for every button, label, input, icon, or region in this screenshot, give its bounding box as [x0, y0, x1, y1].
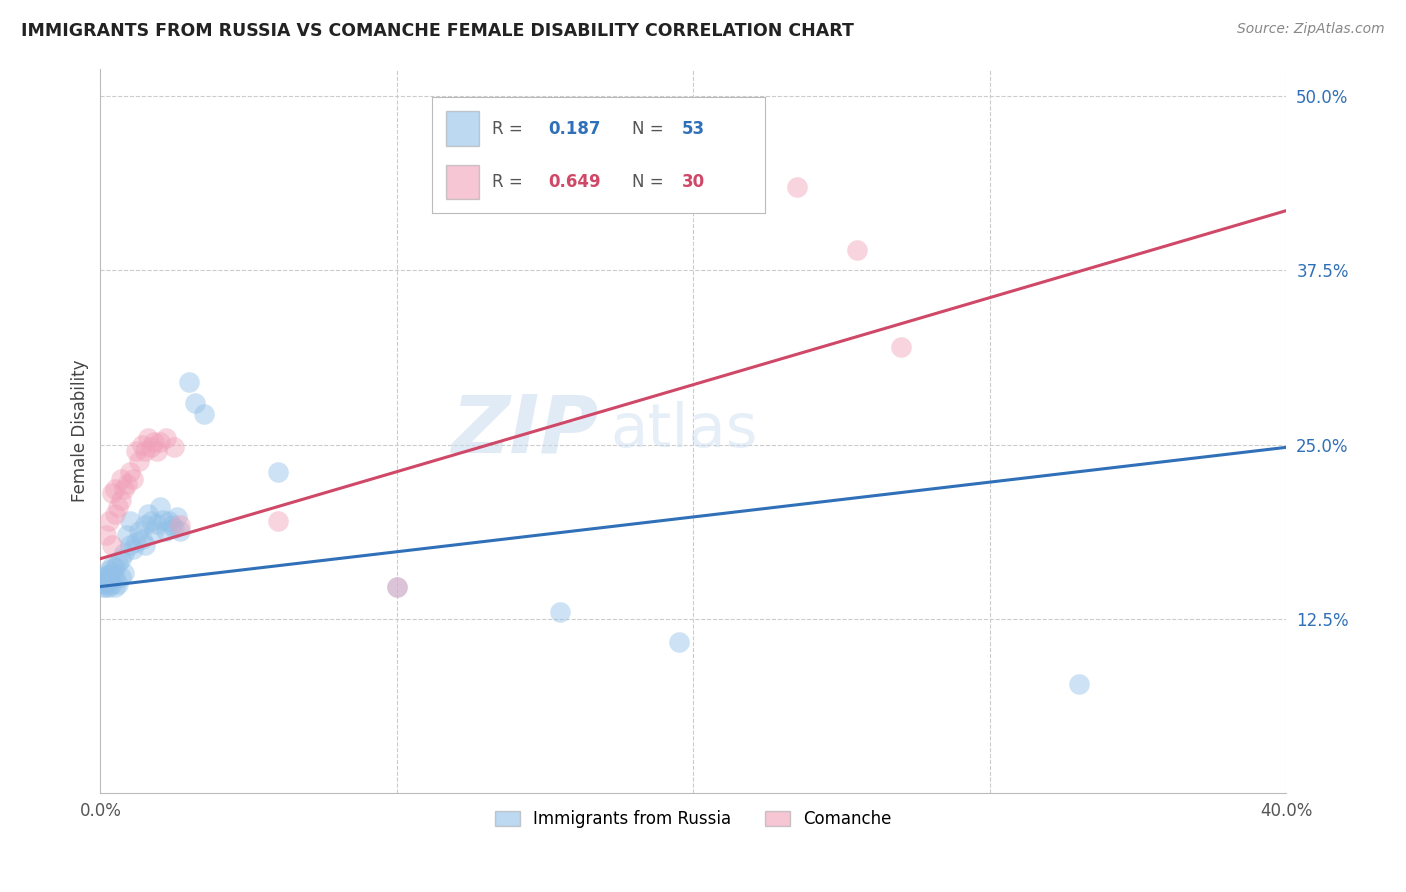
Point	[115, 528, 138, 542]
Point	[98, 514, 121, 528]
Point	[91, 574, 114, 588]
Point	[107, 576, 129, 591]
Point	[169, 524, 191, 538]
Point	[155, 524, 177, 538]
Point	[107, 556, 129, 570]
Legend: Immigrants from Russia, Comanche: Immigrants from Russia, Comanche	[488, 804, 898, 835]
Point	[890, 340, 912, 354]
Point	[845, 243, 868, 257]
Point	[184, 395, 207, 409]
Point	[96, 576, 118, 591]
Point	[96, 568, 118, 582]
Point	[98, 568, 121, 582]
Point	[101, 576, 124, 591]
Point	[110, 472, 132, 486]
Point	[134, 538, 156, 552]
Point	[193, 407, 215, 421]
Point	[131, 532, 153, 546]
Point	[1067, 677, 1090, 691]
Point	[142, 524, 165, 538]
Point	[110, 570, 132, 584]
Point	[128, 454, 150, 468]
Point	[160, 518, 183, 533]
Point	[267, 514, 290, 528]
Point	[149, 500, 172, 515]
Text: IMMIGRANTS FROM RUSSIA VS COMANCHE FEMALE DISABILITY CORRELATION CHART: IMMIGRANTS FROM RUSSIA VS COMANCHE FEMAL…	[21, 22, 853, 40]
Point	[96, 573, 118, 587]
Point	[112, 566, 135, 580]
Point	[101, 566, 124, 580]
Point	[385, 580, 408, 594]
Point	[91, 580, 114, 594]
Point	[110, 493, 132, 508]
Point	[125, 535, 148, 549]
Point	[149, 434, 172, 449]
Point	[145, 516, 167, 531]
Point	[110, 551, 132, 566]
Point	[104, 560, 127, 574]
Point	[169, 518, 191, 533]
Point	[98, 580, 121, 594]
Point	[118, 466, 141, 480]
Point	[115, 476, 138, 491]
Point	[145, 444, 167, 458]
Point	[134, 444, 156, 458]
Point	[118, 538, 141, 552]
Point	[112, 546, 135, 560]
Point	[163, 521, 186, 535]
Point	[139, 440, 162, 454]
Text: Source: ZipAtlas.com: Source: ZipAtlas.com	[1237, 22, 1385, 37]
Point	[385, 580, 408, 594]
Point	[101, 538, 124, 552]
Point	[152, 513, 174, 527]
Point	[104, 507, 127, 521]
Point	[104, 570, 127, 584]
Point	[155, 431, 177, 445]
Point	[128, 524, 150, 538]
Point	[98, 574, 121, 588]
Point	[104, 580, 127, 594]
Point	[91, 576, 114, 591]
Point	[179, 375, 201, 389]
Point	[786, 180, 808, 194]
Point	[163, 440, 186, 454]
Point	[157, 514, 180, 528]
Point	[101, 558, 124, 573]
Point	[98, 563, 121, 577]
Point	[139, 514, 162, 528]
Text: ZIP: ZIP	[451, 392, 599, 469]
Point	[112, 482, 135, 496]
Point	[107, 500, 129, 515]
Point	[136, 431, 159, 445]
Point	[134, 518, 156, 533]
Point	[122, 472, 145, 486]
Point	[101, 486, 124, 500]
Point	[118, 514, 141, 528]
Point	[142, 434, 165, 449]
Point	[104, 482, 127, 496]
Point	[548, 605, 571, 619]
Y-axis label: Female Disability: Female Disability	[72, 359, 89, 502]
Point	[125, 444, 148, 458]
Point	[668, 635, 690, 649]
Point	[131, 437, 153, 451]
Text: atlas: atlas	[610, 401, 758, 460]
Point	[96, 580, 118, 594]
Point	[136, 507, 159, 521]
Point	[166, 510, 188, 524]
Point	[96, 528, 118, 542]
Point	[91, 570, 114, 584]
Point	[122, 541, 145, 556]
Point	[267, 466, 290, 480]
